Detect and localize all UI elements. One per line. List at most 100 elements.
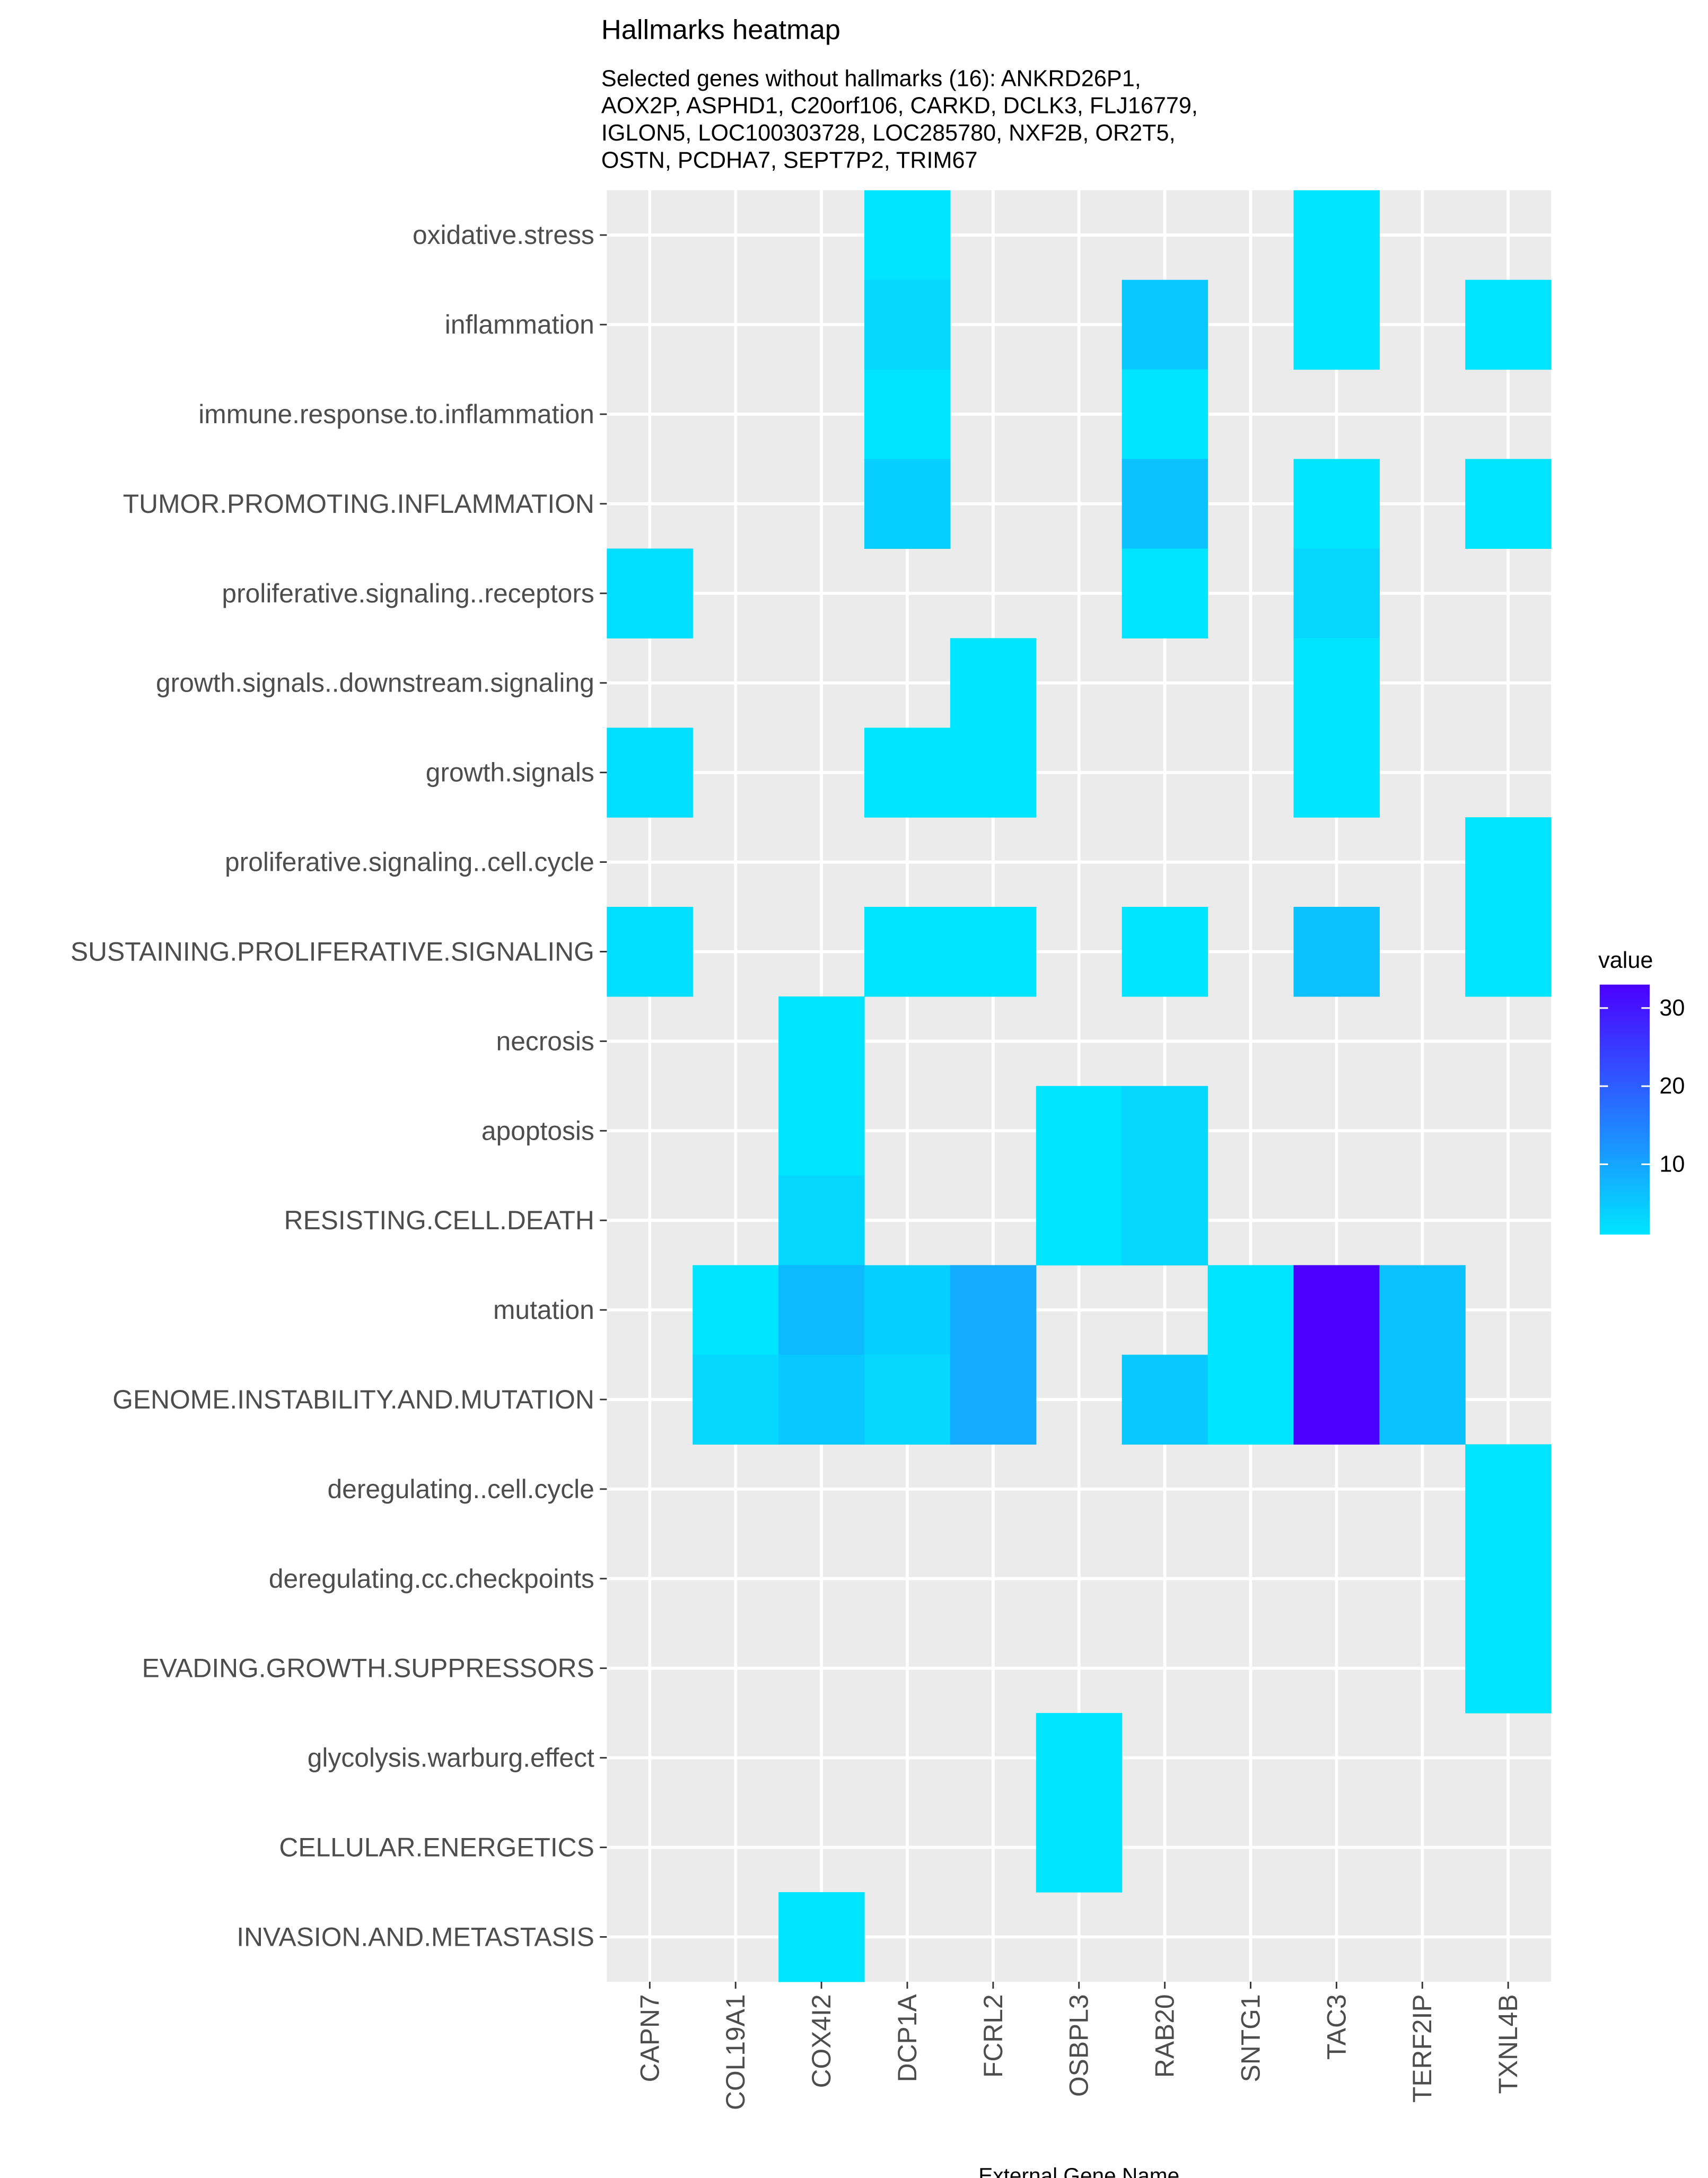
y-tick-label: necrosis [496,1026,594,1056]
heatmap-cell [1293,728,1380,818]
heatmap-cell [607,728,693,818]
y-tick-label: proliferative.signaling..cell.cycle [225,847,594,877]
y-tick-label: EVADING.GROWTH.SUPPRESSORS [142,1654,594,1683]
color-legend: value 10 20 30 [1598,948,1685,1235]
heatmap-cell [607,548,693,638]
legend-tick-label: 20 [1659,1073,1685,1099]
heatmap-cells [607,190,1552,1982]
heatmap-cell [1465,459,1552,549]
heatmap-cell [1122,279,1208,370]
y-tick-label: deregulating.cc.checkpoints [269,1564,594,1594]
y-axis: oxidative.stress inflammation immune.respo… [71,220,607,1952]
heatmap-cell [1465,1623,1552,1713]
heatmap-cell [864,728,951,818]
y-tick-label: inflammation [445,310,594,339]
heatmap-cell [1122,907,1208,997]
x-tick-label: TXNL4B [1493,1994,1523,2094]
y-tick-label: oxidative.stress [413,220,594,250]
x-tick-label: COX4I2 [807,1994,836,2088]
heatmap-cell [864,279,951,370]
heatmap-cell [1036,1086,1123,1176]
heatmap-cell [1379,1265,1466,1355]
y-tick-label: SUSTAINING.PROLIFERATIVE.SIGNALING [71,937,594,966]
heatmap-cell [950,1265,1037,1355]
heatmap-cell [1465,279,1552,370]
heatmap-cell [1293,1354,1380,1445]
legend-colorbar [1599,984,1650,1235]
heatmap-cell [1293,1265,1380,1355]
heatmap-cell [950,1354,1037,1445]
y-tick-label: GENOME.INSTABILITY.AND.MUTATION [112,1385,594,1414]
subtitle-line: OSTN, PCDHA7, SEPT7P2, TRIM67 [601,147,978,173]
heatmap-cell [1379,1354,1466,1445]
heatmap-cell [778,1265,865,1355]
subtitle-line: Selected genes without hallmarks (16): A… [601,66,1141,91]
x-tick-label: SNTG1 [1236,1994,1265,2082]
x-tick-label: FCRL2 [978,1994,1008,2078]
chart-subtitle: Selected genes without hallmarks (16): A… [601,66,1198,173]
heatmap-cell [778,1086,865,1176]
heatmap-cell [778,1892,865,1982]
y-tick-label: RESISTING.CELL.DEATH [284,1205,594,1235]
heatmap-cell [1122,1086,1208,1176]
y-tick-label: glycolysis.warburg.effect [308,1743,594,1773]
heatmap-cell [607,907,693,997]
legend-tick-label: 30 [1659,995,1685,1021]
heatmap-cell [1465,907,1552,997]
y-tick-label: proliferative.signaling..receptors [222,579,594,608]
subtitle-line: IGLON5, LOC100303728, LOC285780, NXF2B, … [601,120,1176,146]
heatmap-cell [1036,1175,1123,1266]
legend-title: value [1598,948,1653,973]
heatmap-cell [693,1354,779,1445]
subtitle-line: AOX2P, ASPHD1, C20orf106, CARKD, DCLK3, … [601,93,1198,119]
x-tick-label: CAPN7 [635,1994,664,2082]
heatmap-cell [1293,279,1380,370]
heatmap-cell [693,1265,779,1355]
y-tick-label: apoptosis [481,1116,594,1145]
heatmap-cell [950,638,1037,728]
x-axis: CAPN7 COL19A1 COX4I2 DCP1A FCRL2 OSBPL3 RAB20 S… [635,1981,1523,2110]
heatmap-cell [1293,548,1380,638]
x-tick-label: RAB20 [1150,1994,1180,2078]
heatmap-cell [1122,1175,1208,1266]
heatmap-cell [1122,1354,1208,1445]
y-tick-label: CELLULAR.ENERGETICS [279,1833,594,1862]
heatmap-cell [1122,548,1208,638]
heatmap-cell [1207,1354,1294,1445]
x-tick-label: DCP1A [892,1994,922,2083]
heatmap-cell [1036,1803,1123,1893]
x-tick-label: COL19A1 [721,1994,750,2110]
y-tick-label: mutation [493,1295,594,1325]
heatmap-cell [778,1354,865,1445]
heatmap-cell [1207,1265,1294,1355]
heatmap-cell [1122,369,1208,460]
legend-tick-label: 10 [1659,1151,1685,1177]
y-tick-label: growth.signals..downstream.signaling [156,668,594,698]
heatmap-cell [950,907,1037,997]
heatmap-cell [1465,817,1552,907]
heatmap-cell [950,728,1037,818]
heatmap-cell [1465,1534,1552,1624]
heatmap-cell [1293,907,1380,997]
heatmap-cell [1465,1444,1552,1534]
heatmap-cell [1036,1713,1123,1803]
heatmap-cell [1293,190,1380,281]
heatmap-cell [864,190,951,281]
y-tick-label: immune.response.to.inflammation [198,399,594,429]
heatmap-cell [864,1354,951,1445]
x-axis-title: External Gene Name [978,2164,1179,2178]
heatmap-cell [778,1175,865,1266]
x-tick-label: OSBPL3 [1064,1994,1094,2097]
x-tick-label: TAC3 [1321,1994,1351,2059]
y-tick-label: TUMOR.PROMOTING.INFLAMMATION [123,489,594,519]
y-tick-label: deregulating..cell.cycle [327,1474,594,1504]
heatmap-cell [1293,638,1380,728]
chart-title: Hallmarks heatmap [601,14,840,45]
heatmap-cell [1293,459,1380,549]
heatmap-cell [1122,459,1208,549]
heatmap-cell [864,1265,951,1355]
heatmap-cell [864,459,951,549]
heatmap-cell [864,369,951,460]
y-tick-label: INVASION.AND.METASTASIS [237,1922,594,1952]
